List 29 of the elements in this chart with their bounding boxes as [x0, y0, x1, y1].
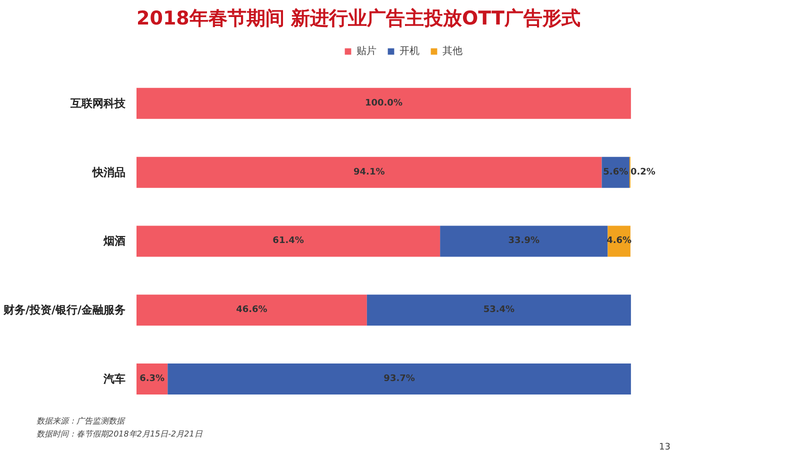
data-label: 6.3% — [140, 374, 165, 384]
y-tick-label: 互联网科技 — [70, 96, 126, 110]
y-tick-label: 烟酒 — [102, 234, 126, 248]
bar — [136, 294, 367, 326]
data-label: 100.0% — [364, 98, 402, 108]
bar — [440, 226, 608, 257]
y-tick-label: 汽车 — [102, 372, 126, 386]
data-label: 53.4% — [483, 305, 515, 316]
chart-title: 2018年春节期间 新进行业广告主投放OTT广告形式 — [136, 8, 581, 30]
y-tick-label: 快消品 — [92, 166, 126, 179]
bar — [136, 88, 631, 119]
legend-label: 其他 — [442, 44, 462, 58]
bar — [136, 226, 440, 257]
y-tick-label: 财务/投资/银行/金融服务 — [2, 304, 126, 317]
data-label: 61.4% — [272, 236, 304, 246]
data-label: 46.6% — [236, 305, 268, 316]
text: 13 — [659, 442, 670, 450]
data-label: 94.1% — [354, 167, 385, 178]
data-label: 0.2% — [630, 167, 656, 178]
bar — [366, 294, 631, 326]
legend-label: 贴片 — [356, 44, 376, 58]
data-label: 33.9% — [508, 236, 540, 246]
data-label: 93.7% — [384, 374, 415, 384]
legend-label: 开机 — [400, 44, 420, 58]
data-label: 5.6% — [603, 167, 628, 178]
source-note: 数据来源：广告监测数据 — [36, 416, 126, 426]
bar — [136, 156, 602, 188]
bar — [168, 364, 631, 395]
text: 数据时间：春节假期2018年2月15日-2月21日 — [36, 430, 204, 438]
